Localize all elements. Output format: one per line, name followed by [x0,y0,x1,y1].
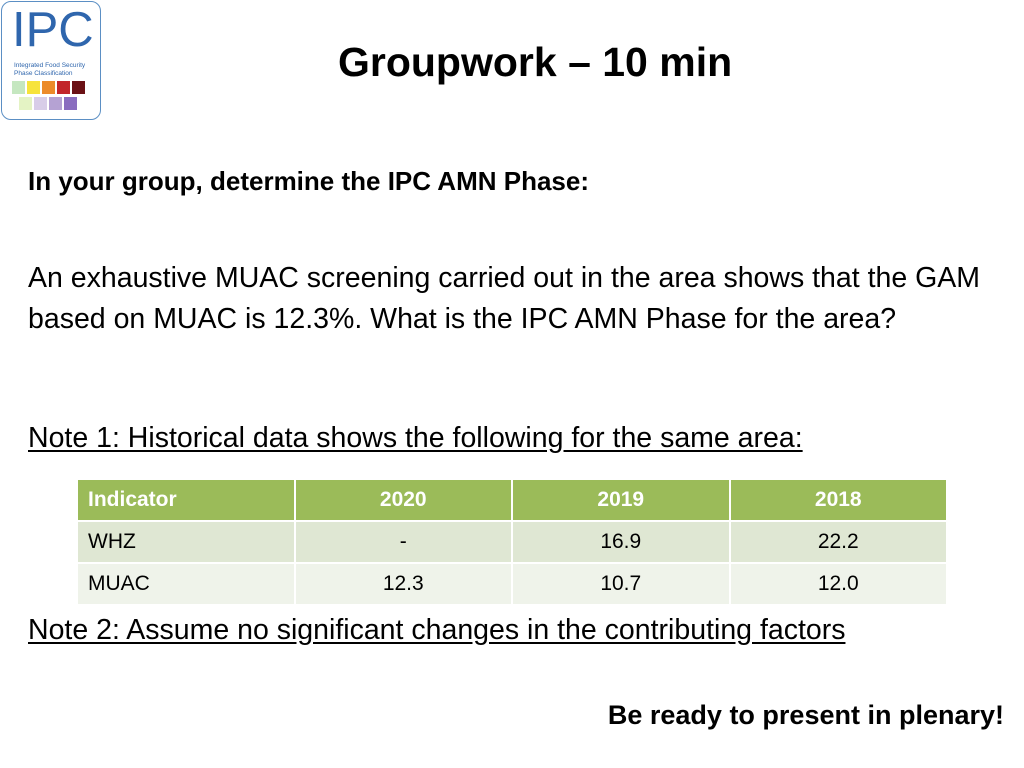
instruction-text: In your group, determine the IPC AMN Pha… [28,166,589,196]
swatch-row2-1 [19,97,32,110]
header-indicator: Indicator [76,478,296,522]
cell-indicator: WHZ [76,520,296,564]
ipc-logo: IPC Integrated Food Security Phase Class… [1,1,101,120]
note-2: Note 2: Assume no significant changes in… [28,614,846,646]
table-row: MUAC 12.3 10.7 12.0 [76,562,948,606]
swatch-row2-2 [34,97,47,110]
swatch-phase-3 [42,81,55,94]
header-2019: 2019 [511,478,731,522]
cell-value: 10.7 [511,562,731,606]
swatch-phase-5 [72,81,85,94]
swatch-phase-1 [12,81,25,94]
header-2020: 2020 [293,478,513,522]
slide-title: Groupwork – 10 min [338,39,733,85]
cell-value: - [293,520,513,564]
logo-subtitle: Integrated Food Security Phase Classific… [14,62,86,77]
historical-data-table: Indicator 2020 2019 2018 WHZ - 16.9 22.2… [76,478,948,606]
cell-value: 12.3 [293,562,513,606]
call-to-action: Be ready to present in plenary! [607,700,1004,730]
swatch-row2-3 [49,97,62,110]
swatch-phase-2 [27,81,40,94]
header-2018: 2018 [728,478,948,522]
scenario-text: An exhaustive MUAC screening carried out… [28,262,981,335]
table-row: WHZ - 16.9 22.2 [76,520,948,564]
cell-indicator: MUAC [76,562,296,606]
swatch-phase-4 [57,81,70,94]
note-1: Note 1: Historical data shows the follow… [28,422,803,454]
logo-wordmark: IPC [12,3,94,57]
cell-value: 12.0 [728,562,948,606]
swatch-row2-4 [64,97,77,110]
cell-value: 22.2 [728,520,948,564]
table-header-row: Indicator 2020 2019 2018 [76,478,948,522]
cell-value: 16.9 [511,520,731,564]
